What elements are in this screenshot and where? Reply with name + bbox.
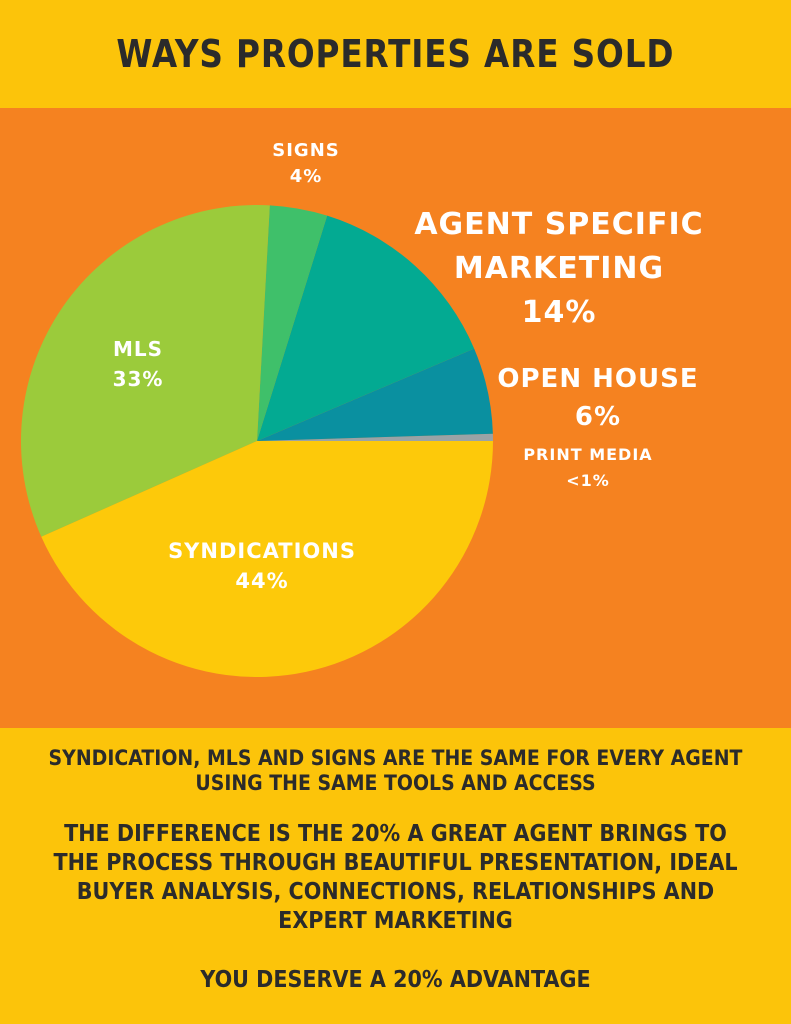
chart-area: SIGNS 4% AGENT SPECIFIC MARKETING 14% OP… [0,108,791,728]
slice-name: MLS [112,337,164,361]
slice-percent: 4% [289,166,323,187]
slice-percent: 44% [235,569,289,593]
slice-label-agent-specific-marketing: AGENT SPECIFIC MARKETING 14% [409,203,709,335]
slice-label-print-media: PRINT MEDIA <1% [523,442,652,494]
pie-slice-syndications [41,441,494,678]
pie-slice-mls [20,205,270,537]
footer-line-difference: THE DIFFERENCE IS THE 20% A GREAT AGENT … [53,821,738,934]
slice-label-mls: MLS 33% [113,334,164,394]
slice-percent: 6% [574,402,622,432]
footer-line-same-tools: SYNDICATION, MLS AND SIGNS ARE THE SAME … [48,746,743,795]
pie-chart [20,205,494,678]
slice-name: PRINT MEDIA [523,445,653,464]
slice-label-open-house: OPEN HOUSE 6% [497,360,698,436]
slice-percent: <1% [566,471,610,490]
slice-label-signs: SIGNS 4% [272,138,339,190]
page-title: WAYS PROPERTIES ARE SOLD [116,32,675,76]
pie-slice-signs [257,205,328,441]
slice-label-syndications: SYNDICATIONS 44% [168,536,356,596]
pie-slice-agent-specific-marketing [257,215,475,441]
slice-name: SYNDICATIONS [168,539,356,563]
pie-slice-open-house [257,348,493,441]
footer-text: SYNDICATION, MLS AND SIGNS ARE THE SAME … [0,728,791,1024]
footer-line-advantage: YOU DESERVE A 20% ADVANTAGE [200,967,591,993]
pie-slice-print-media [257,433,493,441]
slice-name: AGENT SPECIFIC MARKETING [414,207,704,286]
slice-name: SIGNS [272,140,340,161]
slice-percent: 33% [112,367,164,391]
slice-percent: 14% [521,295,597,330]
slice-name: OPEN HOUSE [497,364,699,394]
title-band: WAYS PROPERTIES ARE SOLD [0,0,791,108]
